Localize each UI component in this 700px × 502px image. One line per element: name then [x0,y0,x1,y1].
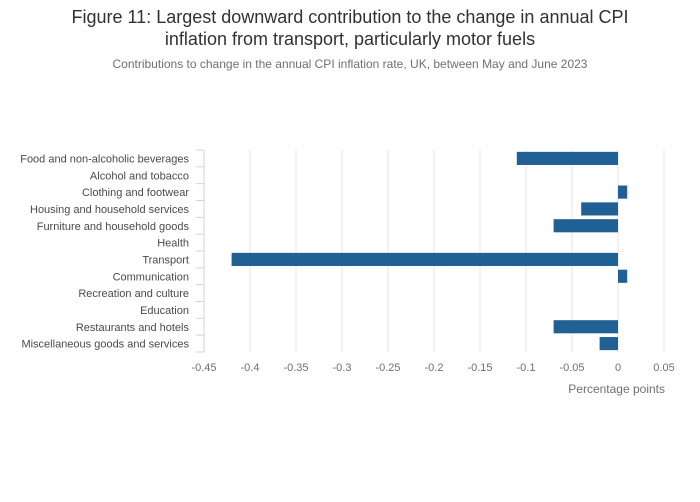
x-tick-label: -0.45 [191,362,216,374]
x-tick-label: -0.25 [375,362,400,374]
bar [516,151,618,165]
bars [231,151,628,351]
bar [618,185,628,199]
category-label: Education [140,305,189,317]
x-tick-labels: -0.45 -0.4 -0.35 -0.3 -0.25 -0.2 -0.15 -0.1 -0.0… [191,362,674,374]
category-label: Health [157,238,189,250]
category-label: Recreation and culture [78,288,189,300]
y-axis [196,149,205,353]
gridlines [249,150,665,352]
category-label: Communication [113,271,189,283]
bar [599,337,618,351]
x-axis-title: Percentage points [568,382,665,396]
bar [618,269,628,283]
x-tick-label: 0.05 [653,362,674,374]
category-label: Transport [142,254,189,266]
chart-title-line-1: Figure 11: Largest downward contribution… [71,7,629,27]
x-tick-label: -0.4 [241,362,260,374]
x-tick-label: 0 [615,362,621,374]
category-label: Housing and household services [30,204,189,216]
category-label: Miscellaneous goods and services [21,339,189,351]
x-tick-label: -0.05 [559,362,584,374]
category-labels: Food and non-alcoholic beverages Alcohol … [20,153,189,350]
category-label: Furniture and household goods [37,221,190,233]
x-tick-label: -0.2 [425,362,444,374]
bar [231,252,618,266]
x-tick-label: -0.3 [333,362,352,374]
bar [553,320,618,334]
bar [581,202,618,216]
category-label: Food and non-alcoholic beverages [20,153,189,165]
chart-title: Figure 11: Largest downward contribution… [0,6,700,50]
bar [553,219,618,233]
category-label: Alcohol and tobacco [90,170,189,182]
x-tick-label: -0.35 [283,362,308,374]
x-tick-label: -0.15 [467,362,492,374]
chart-subtitle: Contributions to change in the annual CP… [112,57,588,71]
category-label: Clothing and footwear [82,187,189,199]
category-label: Restaurants and hotels [76,322,190,334]
chart-title-line-2: inflation from transport, particularly m… [164,29,536,49]
x-tick-label: -0.1 [517,362,536,374]
